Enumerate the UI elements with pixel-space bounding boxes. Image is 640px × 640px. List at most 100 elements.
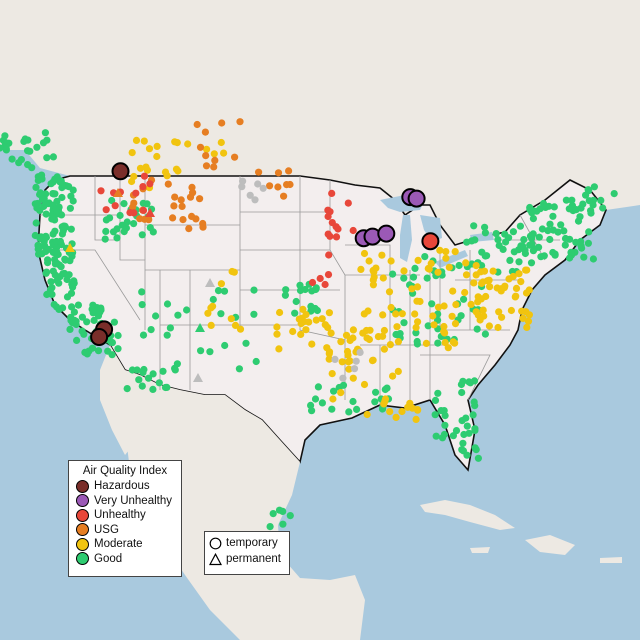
monitor-dot [328,189,336,197]
monitor-dot [308,407,316,415]
monitor-dot [217,280,225,288]
monitor-dot [279,507,287,515]
monitor-dot [201,128,209,136]
monitor-dot [60,222,68,230]
monitor-dot [339,374,347,382]
monitor-dot [331,355,339,363]
monitor-dot [214,287,223,295]
monitor-dot [207,321,215,329]
monitor-dot [57,263,65,271]
monitor-dot [126,209,134,217]
monitor-dot [202,162,211,170]
monitor-dot [587,209,595,217]
monitor-dot [467,300,475,308]
very-unhealthy-swatch [76,494,89,508]
monitor-dot [70,308,78,316]
monitor-dot [135,376,143,384]
monitor-dot [128,149,136,157]
monitor-dot [408,285,416,293]
monitor-dot [2,144,10,152]
monitor-dot [379,332,387,340]
monitor-dot [192,215,200,223]
monitor-dot [139,206,148,214]
monitor-dot [24,161,32,169]
monitor-dot [163,383,171,391]
monitor-dot [123,385,131,393]
monitor-dot [171,193,179,201]
monitor-dot [41,129,50,137]
monitor-dot [337,338,345,346]
monitor-dot [479,306,487,314]
monitor-dot [585,228,593,236]
monitor-dot [590,183,599,191]
monitor-dot [297,330,305,338]
monitor-dot [128,366,136,374]
monitor-dot [462,259,470,267]
monitor-dot [24,147,32,155]
legend-item-very-unhealthy: Very Unhealthy [69,494,181,509]
monitor-dot [81,348,89,356]
monitor-dot [49,153,58,161]
monitor-dot [389,270,397,278]
monitor-dot [365,257,373,265]
monitor-dot [440,430,448,439]
monitor-dot [381,397,389,405]
monitor-dot [325,348,334,356]
monitor-dot [463,451,471,459]
monitor-dot [66,204,74,212]
monitor-dot [451,320,460,328]
monitor-dot [326,232,334,240]
monitor-dot [440,322,448,331]
monitor-dot [560,227,568,235]
monitor-dot [352,357,360,365]
monitor-dot [101,235,109,243]
jamaica [470,547,490,553]
monitor-dot [139,368,147,377]
monitor-dot [448,312,456,320]
monitor-dot [52,205,60,213]
monitor-dot [34,176,42,185]
monitor-dot [276,308,284,317]
monitor-dot [516,222,525,230]
hispaniola [525,535,575,555]
monitor-dot [171,364,179,372]
monitor-dot [529,230,537,238]
monitor-dot [102,227,110,235]
monitor-dot [476,316,484,324]
monitor-dot [533,207,541,215]
monitor-dot [96,308,104,316]
monitor-dot [400,267,408,275]
monitor-dot [389,372,397,380]
monitor-dot [478,279,486,287]
monitor-dot [349,326,357,334]
monitor-dot [55,279,63,287]
monitor-dot [35,250,43,258]
monitor-dot [557,221,565,229]
monitor-dot [379,274,387,282]
monitor-dot [259,184,267,192]
monitor-dot [44,259,52,267]
temporary-monitor [90,328,109,346]
monitor-dot [0,144,4,152]
monitor-dot [350,365,359,373]
monitor-dot [365,335,373,344]
monitor-dot [106,214,114,222]
monitor-dot [231,153,239,161]
monitor-dot [380,345,388,353]
monitor-dot [499,245,507,253]
monitor-dot [67,313,75,321]
monitor-dot [380,326,388,335]
monitor-dot [153,142,161,150]
monitor-dot [302,311,310,319]
lake-erie [435,250,468,268]
monitor-dot [414,318,422,326]
monitor-dot [372,388,380,396]
monitor-dot [465,378,473,386]
monitor-dot [342,331,351,339]
monitor-dot [132,136,141,144]
monitor-dot [236,325,245,333]
monitor-dot [1,132,9,140]
monitor-dot [398,407,406,416]
monitor-dot [506,256,514,264]
monitor-dot [53,248,61,256]
